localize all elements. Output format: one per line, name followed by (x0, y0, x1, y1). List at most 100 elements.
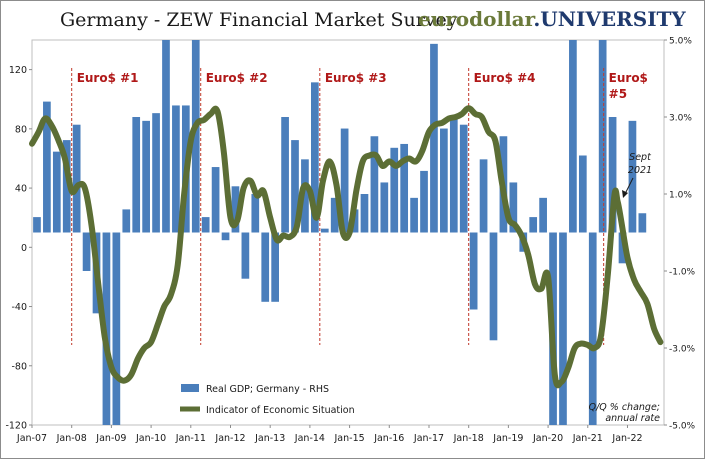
x-tick-label-7: Jan-14 (294, 433, 325, 444)
gdp-bar-61 (638, 213, 647, 233)
indicator-point-10 (97, 283, 99, 285)
gdp-bar-60 (628, 120, 637, 233)
indicator-point-83 (580, 343, 582, 345)
event-label-4: Euro$ #4 (474, 71, 536, 85)
indicator-point-33 (249, 180, 251, 182)
indicator-point-60 (428, 131, 430, 133)
indicator-point-68 (481, 116, 483, 118)
right-axis: 5.0% 3.0% 1.0% -1.0% -3.0% -5.0% (664, 37, 696, 432)
gdp-bar-23 (261, 232, 270, 302)
gdp-bar-26 (291, 140, 299, 233)
indicator-point-85 (593, 347, 596, 349)
gdp-bar-14 (172, 105, 180, 233)
gdp-bar-42 (449, 117, 458, 233)
x-tick-label-0: Jan-07 (16, 433, 47, 444)
gdp-bar-18 (211, 167, 220, 233)
gdp-bar-0 (33, 217, 41, 233)
indicator-point-53 (381, 165, 384, 167)
gdp-bar-39 (420, 170, 428, 233)
gdp-bar-50 (529, 217, 538, 233)
indicator-point-96 (659, 341, 662, 343)
x-tick-label-9: Jan-16 (373, 433, 404, 444)
indicator-point-2 (44, 117, 46, 120)
indicator-point-47 (342, 231, 344, 234)
left-tick-label-3: 0 (21, 243, 27, 254)
x-tick-label-15: Jan-22 (611, 433, 642, 444)
gdp-bar-48 (509, 182, 518, 233)
indicator-point-43 (316, 217, 318, 219)
indicator-point-12 (110, 366, 112, 368)
indicator-point-88 (613, 194, 616, 197)
indicator-point-40 (296, 226, 298, 228)
right-tick-label-5: -5.0% (669, 422, 696, 432)
left-tick-label-6: -120 (5, 421, 27, 432)
indicator-point-54 (388, 160, 390, 162)
indicator-point-62 (441, 122, 443, 124)
gdp-bar-54 (569, 40, 577, 233)
indicator-point-31 (236, 220, 238, 222)
indicator-point-38 (282, 234, 284, 237)
gdp-bar-34 (370, 136, 379, 233)
x-tick-label-10: Jan-17 (413, 433, 444, 444)
gdp-bar-28 (311, 82, 319, 233)
indicator-point-42 (309, 190, 311, 192)
indicator-point-58 (415, 160, 417, 162)
indicator-point-44 (322, 180, 324, 182)
indicator-point-8 (84, 187, 86, 189)
gdp-bar-31 (340, 128, 349, 233)
indicator-point-59 (421, 150, 423, 152)
indicator-point-25 (196, 122, 199, 124)
right-tick-label-0: 5.0% (669, 37, 692, 47)
plot-area-border (31, 39, 665, 426)
gdp-bar-17 (201, 217, 210, 233)
indicator-point-92 (633, 279, 635, 281)
gdp-bar-5 (82, 232, 91, 271)
x-tick-label-4: Jan-11 (175, 433, 206, 444)
indicator-point-13 (117, 377, 119, 379)
indicator-point-89 (617, 200, 619, 202)
indicator-point-90 (620, 217, 622, 219)
indicator-point-75 (527, 254, 529, 256)
gdp-bar-43 (459, 124, 468, 233)
indicator-point-22 (177, 264, 179, 266)
indicator-point-9 (90, 224, 93, 226)
gdp-bar-22 (251, 194, 260, 233)
indicator-point-72 (507, 217, 509, 219)
gdp-bar-37 (400, 143, 409, 233)
indicator-point-56 (401, 160, 403, 162)
indicator-point-57 (408, 157, 410, 160)
gdp-bar-35 (380, 182, 389, 233)
gdp-bar-57 (598, 40, 607, 233)
indicator-point-14 (123, 380, 126, 382)
x-tick-label-12: Jan-19 (492, 433, 523, 444)
indicator-point-69 (487, 131, 490, 133)
indicator-point-1 (38, 131, 40, 133)
callout-arrow (624, 177, 634, 195)
gdp-bar-30 (330, 197, 339, 233)
indicator-point-51 (368, 154, 370, 157)
gdp-bar-9 (122, 209, 131, 233)
indicator-point-91 (626, 257, 629, 259)
right-tick-label-1: 3.0% (669, 114, 692, 124)
gdp-bar-58 (608, 117, 617, 233)
indicator-point-23 (183, 194, 185, 197)
indicator-point-77 (540, 288, 542, 290)
indicator-point-11 (104, 335, 106, 337)
indicator-point-29 (223, 150, 225, 152)
gdp-bar-29 (320, 228, 329, 233)
indicator-point-17 (143, 347, 145, 349)
chart-title: Germany - ZEW Financial Market Survey (60, 9, 458, 31)
gdp-bar-41 (440, 128, 448, 233)
indicator-point-46 (335, 184, 338, 186)
gdp-bar-56 (588, 232, 597, 425)
indicator-point-26 (203, 119, 205, 121)
indicator-point-32 (243, 187, 245, 189)
gdp-bar-25 (281, 117, 289, 233)
indicator-point-30 (229, 217, 232, 219)
gdp-bar-13 (162, 40, 170, 233)
indicator-point-16 (137, 357, 139, 359)
gdp-bar-8 (112, 232, 121, 425)
indicator-point-50 (362, 160, 364, 162)
indicator-point-20 (163, 305, 165, 308)
gdp-bar-36 (390, 147, 399, 233)
